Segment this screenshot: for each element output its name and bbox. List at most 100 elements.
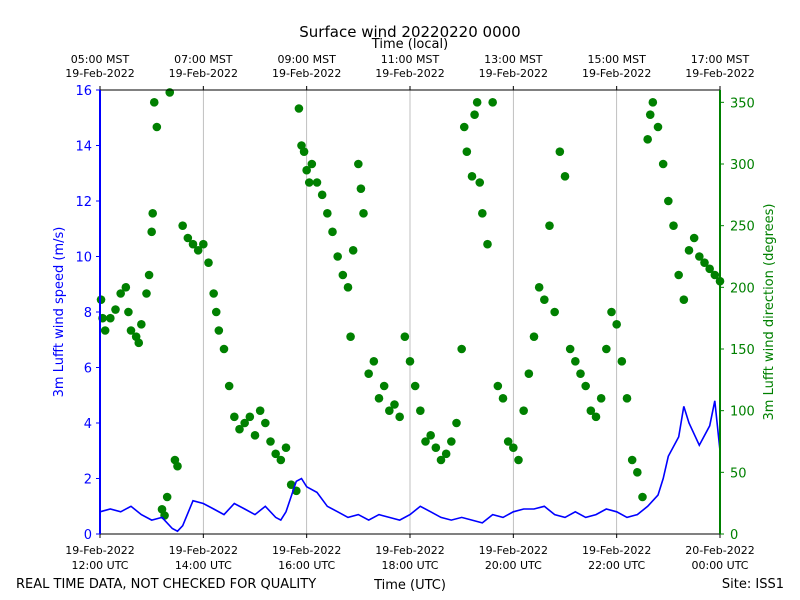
bottom-tick-label-time: 18:00 UTC xyxy=(381,559,438,572)
direction-point xyxy=(467,172,477,181)
top-tick-label-date: 19-Feb-2022 xyxy=(685,67,754,80)
bottom-tick-label-time: 20:00 UTC xyxy=(485,559,542,572)
left-axis-label: 3m Lufft wind speed (m/s) xyxy=(52,227,67,398)
direction-point xyxy=(591,412,601,422)
direction-point xyxy=(204,258,213,267)
bottom-tick-label-date: 19-Feb-2022 xyxy=(169,544,238,557)
direction-point xyxy=(354,159,363,169)
direction-point xyxy=(126,326,136,335)
direction-point xyxy=(121,283,131,292)
tick-layer: 19-Feb-2022 12:00 UTC 19-Feb-2022 14:00 UTC… xyxy=(65,53,755,572)
bottom-tick-label-date: 19-Feb-2022 xyxy=(375,544,444,557)
direction-point xyxy=(565,344,575,354)
direction-point xyxy=(276,455,286,465)
direction-point xyxy=(475,178,485,187)
direction-point xyxy=(245,412,255,422)
direction-point xyxy=(142,289,151,298)
direction-point xyxy=(214,326,224,335)
direction-point xyxy=(240,418,249,428)
left-tick-label: 12 xyxy=(75,195,92,210)
direction-point xyxy=(230,412,239,422)
top-tick-label-date: 19-Feb-2022 xyxy=(65,67,134,80)
direction-point xyxy=(529,332,539,341)
left-tick-label: 0 xyxy=(84,528,92,543)
direction-point xyxy=(152,122,162,132)
direction-point xyxy=(250,431,260,440)
direction-point xyxy=(503,437,513,446)
direction-point xyxy=(343,283,353,292)
direction-point xyxy=(421,437,430,446)
direction-point xyxy=(405,357,415,366)
direction-point xyxy=(281,443,291,452)
right-tick-label: 300 xyxy=(730,158,755,173)
direction-point xyxy=(224,381,234,391)
direction-point xyxy=(369,357,379,366)
direction-point xyxy=(581,381,590,391)
direction-point xyxy=(266,437,275,446)
direction-point xyxy=(165,88,175,97)
direction-point xyxy=(617,357,627,366)
top-axis-label: Time (local) xyxy=(371,37,448,52)
direction-point xyxy=(571,357,580,366)
right-tick-label: 150 xyxy=(730,343,755,358)
direction-point xyxy=(695,252,704,261)
bottom-tick-label-time: 12:00 UTC xyxy=(71,559,128,572)
direction-point xyxy=(441,449,451,459)
direction-point xyxy=(524,369,534,378)
direction-point xyxy=(705,264,714,274)
direction-point xyxy=(317,190,327,200)
direction-point xyxy=(144,270,154,280)
bottom-tick-label-time: 14:00 UTC xyxy=(175,559,232,572)
direction-point xyxy=(96,295,106,304)
left-tick-label: 2 xyxy=(84,473,92,488)
direction-point xyxy=(188,239,198,249)
top-tick-label-time: 05:00 MST xyxy=(71,53,130,66)
direction-point xyxy=(560,172,570,181)
direction-point xyxy=(648,98,658,107)
quality-note: REAL TIME DATA, NOT CHECKED FOR QUALITY xyxy=(16,577,316,592)
bottom-tick-label-time: 00:00 UTC xyxy=(691,559,748,572)
direction-point xyxy=(116,289,125,298)
top-tick-label-time: 13:00 MST xyxy=(484,53,543,66)
direction-point xyxy=(183,233,193,243)
direction-point xyxy=(653,122,663,132)
direction-point xyxy=(459,122,469,132)
direction-point xyxy=(348,246,358,255)
direction-point xyxy=(173,461,182,471)
direction-point xyxy=(457,344,466,354)
right-tick-label: 200 xyxy=(730,281,755,296)
direction-point xyxy=(684,246,694,255)
right-tick-label: 100 xyxy=(730,405,755,420)
direction-point xyxy=(111,305,120,314)
direction-point xyxy=(147,227,156,237)
direction-point xyxy=(498,394,508,403)
direction-point xyxy=(137,320,146,329)
left-tick-label: 4 xyxy=(84,417,92,432)
direction-point xyxy=(199,239,208,249)
direction-point xyxy=(689,233,699,243)
direction-point xyxy=(602,344,611,354)
direction-point xyxy=(364,369,373,378)
direction-point xyxy=(478,209,487,218)
direction-point xyxy=(452,418,461,428)
direction-point xyxy=(576,369,585,378)
direction-point xyxy=(304,178,314,187)
direction-point xyxy=(106,313,115,323)
direction-point xyxy=(410,381,420,391)
direction-point xyxy=(612,320,621,329)
direction-point xyxy=(299,147,309,156)
direction-point xyxy=(271,449,280,459)
direction-point xyxy=(586,406,596,415)
direction-point xyxy=(658,159,668,169)
x-axis-label: Time (UTC) xyxy=(373,578,446,593)
direction-point xyxy=(627,455,637,465)
direction-point xyxy=(286,480,296,489)
direction-point xyxy=(519,406,528,415)
direction-point xyxy=(669,221,678,230)
direction-point xyxy=(633,468,642,477)
direction-point xyxy=(209,289,218,298)
left-tick-label: 8 xyxy=(84,306,92,321)
direction-point xyxy=(302,165,311,175)
top-tick-label-time: 17:00 MST xyxy=(691,53,750,66)
